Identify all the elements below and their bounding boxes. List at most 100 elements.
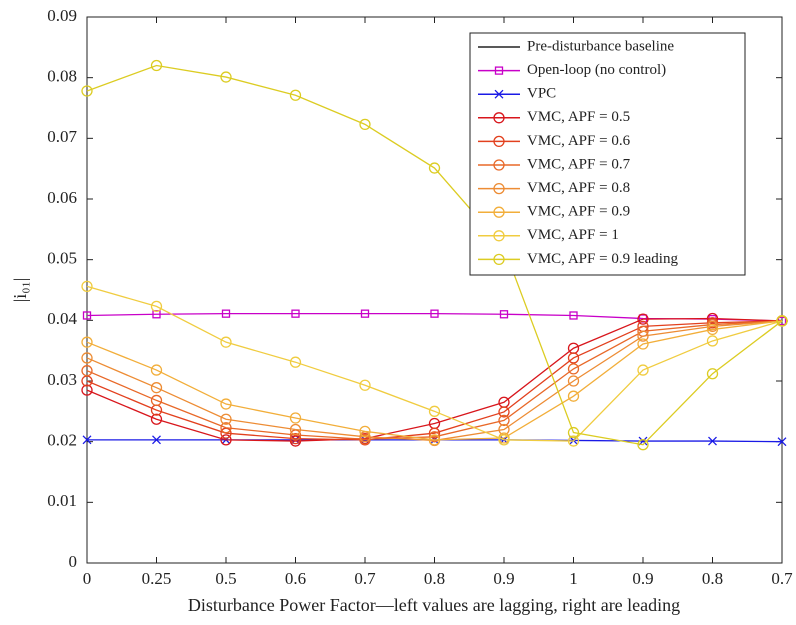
point xyxy=(567,363,580,375)
legend-label: VPC xyxy=(527,86,556,102)
point xyxy=(150,364,163,376)
point xyxy=(81,280,93,293)
point xyxy=(637,330,649,342)
legend-label: VMC, APF = 0.9 xyxy=(527,204,630,220)
point xyxy=(81,85,93,97)
point xyxy=(150,59,163,72)
series xyxy=(81,315,788,446)
point xyxy=(706,320,719,333)
point xyxy=(150,413,163,425)
x-tick-label: 0 xyxy=(83,569,92,588)
y-axis-label: |i₀₁| xyxy=(10,278,30,303)
legend: Pre-disturbance baseline Open-loop (no co… xyxy=(469,32,746,276)
point xyxy=(493,112,505,124)
point xyxy=(82,311,92,320)
y-tick-label: 0.09 xyxy=(47,6,77,25)
point xyxy=(289,412,302,424)
series-line xyxy=(86,317,783,442)
point xyxy=(220,398,232,410)
x-tick-label: 0.9 xyxy=(493,569,514,588)
point xyxy=(708,436,717,446)
y-tick-label: 0.04 xyxy=(47,309,77,328)
point xyxy=(428,431,441,443)
y-tick-label: 0.02 xyxy=(47,431,77,450)
point xyxy=(493,135,505,148)
legend-label: VMC, APF = 0.8 xyxy=(527,180,630,196)
point xyxy=(428,405,441,417)
y-tick-label: 0.08 xyxy=(47,67,77,86)
point xyxy=(493,182,505,195)
series-line xyxy=(86,64,783,446)
point xyxy=(289,89,302,101)
point xyxy=(706,312,719,325)
series-line xyxy=(86,320,783,441)
point xyxy=(360,309,370,318)
point xyxy=(359,379,371,391)
point xyxy=(82,435,92,445)
point xyxy=(637,364,649,376)
legend-label: VMC, APF = 0.9 leading xyxy=(527,251,678,267)
point xyxy=(637,338,649,350)
point xyxy=(289,356,302,368)
x-tick-label: 1 xyxy=(569,569,578,588)
series xyxy=(81,59,788,451)
x-tick-label: 0.8 xyxy=(424,569,445,588)
legend-label: Open-loop (no control) xyxy=(527,62,666,78)
point xyxy=(152,435,161,445)
point xyxy=(494,66,504,75)
x-axis-label: Disturbance Power Factor—left values are… xyxy=(188,595,680,615)
x-tick-label: 0.9 xyxy=(632,569,653,588)
series-line xyxy=(86,320,783,440)
point xyxy=(567,352,580,364)
legend-box xyxy=(469,32,746,276)
x-tick-label: 0.7 xyxy=(354,569,376,588)
point xyxy=(220,422,232,434)
point xyxy=(706,335,719,347)
y-tick-label: 0.01 xyxy=(47,491,77,510)
legend-label: VMC, APF = 1 xyxy=(527,227,619,243)
legend-label: VMC, APF = 0.5 xyxy=(527,109,630,125)
point xyxy=(81,365,93,377)
x-tick-label: 0.7 xyxy=(771,569,793,588)
point xyxy=(430,309,439,318)
series-line xyxy=(86,320,783,441)
point xyxy=(150,394,163,407)
y-tick-label: 0.05 xyxy=(47,249,77,268)
point xyxy=(498,414,510,427)
axes-box xyxy=(86,16,783,564)
x-tick-label: 0.8 xyxy=(702,569,723,588)
point xyxy=(498,406,510,418)
y-tick-label: 0 xyxy=(69,552,78,571)
x-tick-label: 0.6 xyxy=(285,569,306,588)
legend-label: VMC, APF = 0.7 xyxy=(527,156,631,172)
point xyxy=(220,336,232,348)
point xyxy=(493,253,505,266)
point xyxy=(289,432,302,445)
point xyxy=(567,435,580,447)
legend-label: VMC, APF = 0.6 xyxy=(527,133,631,149)
point xyxy=(428,162,441,174)
point xyxy=(359,425,371,438)
point xyxy=(493,230,505,242)
point xyxy=(567,426,580,439)
point xyxy=(428,427,441,439)
point xyxy=(220,71,232,83)
point xyxy=(81,352,93,364)
point xyxy=(150,300,163,313)
y-tick-label: 0.03 xyxy=(47,370,77,389)
point xyxy=(498,434,510,446)
point xyxy=(81,336,93,348)
point xyxy=(776,315,788,327)
legend-label: Pre-disturbance baseline xyxy=(527,38,674,54)
point xyxy=(706,323,719,336)
point xyxy=(567,390,580,402)
point xyxy=(494,89,504,99)
y-tick-label: 0.07 xyxy=(47,127,77,146)
point xyxy=(493,206,505,218)
point xyxy=(221,309,231,318)
point xyxy=(777,437,787,447)
y-tick-label: 0.06 xyxy=(47,188,77,207)
x-tick-label: 0.25 xyxy=(142,569,172,588)
point xyxy=(637,439,649,451)
